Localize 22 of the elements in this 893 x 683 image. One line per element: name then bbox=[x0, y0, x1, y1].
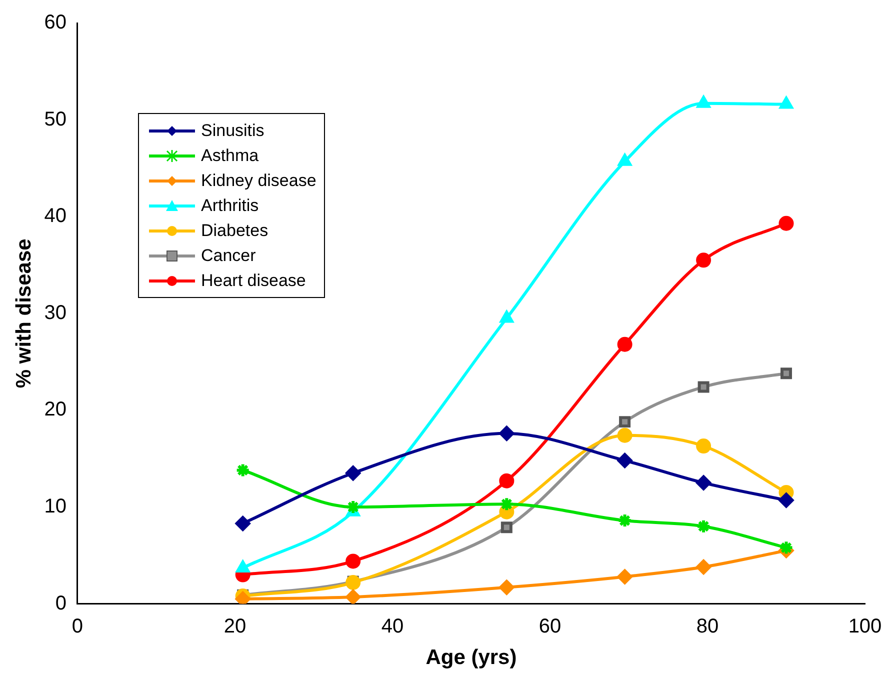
legend-label: Kidney disease bbox=[201, 170, 316, 190]
y-axis-title: % with disease bbox=[12, 238, 36, 388]
legend-label: Diabetes bbox=[201, 220, 268, 240]
legend-label: Sinusitis bbox=[201, 120, 264, 140]
y-tick-label: 20 bbox=[44, 398, 66, 421]
legend-label: Asthma bbox=[201, 146, 259, 166]
x-tick-label: 100 bbox=[848, 615, 882, 638]
y-tick-label: 60 bbox=[44, 12, 66, 34]
x-tick-label: 80 bbox=[696, 615, 719, 638]
x-tick-label: 20 bbox=[224, 615, 246, 638]
x-tick-label: 60 bbox=[538, 615, 562, 638]
y-tick-label: 0 bbox=[55, 592, 66, 614]
y-tick-label: 30 bbox=[44, 302, 66, 324]
y-tick-label: 40 bbox=[44, 205, 66, 228]
legend-label: Arthritis bbox=[201, 196, 259, 216]
x-axis-title: Age (yrs) bbox=[426, 646, 517, 670]
y-tick-label: 50 bbox=[44, 108, 66, 130]
x-tick-label: 0 bbox=[72, 615, 84, 638]
legend-label: Heart disease bbox=[201, 270, 306, 290]
y-tick-label: 10 bbox=[44, 496, 66, 518]
x-tick-label: 40 bbox=[381, 615, 404, 638]
legend-label: Cancer bbox=[201, 246, 256, 266]
